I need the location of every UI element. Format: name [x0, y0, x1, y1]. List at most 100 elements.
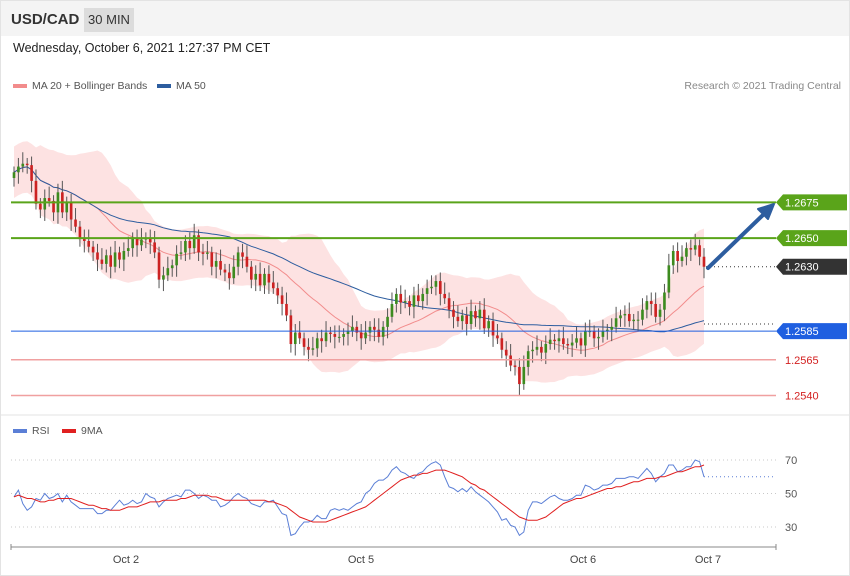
candle	[663, 292, 666, 310]
candle	[645, 301, 649, 310]
candle	[69, 202, 73, 220]
candle	[153, 242, 156, 253]
candle	[21, 163, 25, 167]
symbol-label: USD/CAD	[11, 11, 80, 28]
target-arrow-head	[757, 203, 775, 220]
candle	[676, 251, 679, 262]
candle	[496, 335, 499, 339]
candle	[263, 273, 266, 286]
candle	[131, 238, 134, 249]
candle	[412, 295, 416, 307]
last-price-tag	[776, 258, 847, 275]
candle	[443, 293, 447, 299]
candle	[74, 219, 77, 227]
rsi-level-label: 50	[785, 489, 797, 501]
candle	[280, 295, 284, 304]
candle	[236, 252, 240, 267]
candle	[162, 275, 165, 280]
candle	[113, 252, 117, 267]
ma50-label: MA 50	[176, 80, 206, 92]
candle	[500, 338, 504, 350]
candle	[359, 332, 363, 339]
candle	[627, 313, 631, 322]
candle	[522, 366, 526, 385]
last-price-label: 1.2630	[785, 262, 819, 274]
candle	[605, 329, 609, 332]
candle	[122, 251, 126, 260]
candle	[232, 266, 236, 279]
candle	[307, 346, 310, 350]
candle	[219, 261, 222, 270]
candle	[184, 240, 187, 253]
candle	[188, 240, 192, 249]
candle	[39, 203, 42, 210]
timestamp: Wednesday, October 6, 2021 1:27:37 PM CE…	[13, 41, 271, 55]
candle	[698, 245, 701, 257]
candle	[329, 332, 332, 335]
candle	[425, 288, 429, 294]
candle	[337, 336, 341, 338]
candle	[430, 286, 433, 289]
candle	[100, 259, 104, 264]
candle	[553, 339, 556, 342]
candle	[531, 349, 534, 352]
candle	[223, 269, 227, 273]
research-credit: Research © 2021 Trading Central	[684, 80, 841, 92]
candle	[623, 313, 627, 316]
resistance-tag	[776, 230, 847, 247]
candle	[478, 309, 482, 319]
candle	[302, 338, 306, 347]
candle	[636, 319, 640, 321]
x-tick-label: Oct 6	[570, 554, 596, 566]
resistance-tag	[776, 194, 847, 211]
candle	[601, 331, 605, 337]
candle	[702, 256, 706, 267]
rsi-level-label: 30	[785, 522, 797, 534]
candle	[540, 346, 543, 353]
candle	[693, 245, 697, 250]
candle	[241, 252, 244, 257]
candle	[91, 246, 95, 253]
candle	[614, 318, 618, 327]
candle	[333, 334, 337, 337]
candle	[535, 346, 539, 350]
candle	[456, 316, 460, 322]
candle	[315, 338, 319, 349]
timeframe-badge[interactable]: 30 MIN	[84, 8, 134, 32]
rsi-swatch	[13, 429, 27, 434]
candle	[649, 301, 653, 304]
candle	[342, 334, 345, 337]
candle	[658, 309, 662, 317]
ma20-line	[13, 166, 705, 351]
candle	[487, 321, 490, 329]
candle	[399, 293, 403, 303]
candle	[408, 301, 411, 307]
candle	[47, 198, 51, 201]
candle	[377, 329, 381, 337]
candle	[504, 349, 508, 356]
candle	[175, 253, 178, 266]
candle	[298, 332, 301, 339]
candle	[254, 273, 258, 280]
candle	[395, 293, 398, 304]
ma50-swatch	[157, 84, 171, 89]
candle	[469, 311, 473, 324]
candle	[548, 339, 552, 345]
candle	[482, 309, 486, 329]
candle	[276, 288, 280, 296]
candle	[157, 252, 161, 280]
bollinger-band	[14, 141, 704, 383]
candle	[17, 166, 20, 173]
candle	[96, 252, 99, 260]
support-label: 1.2565	[785, 355, 819, 367]
candle	[293, 332, 297, 345]
candle	[460, 315, 464, 322]
candle	[25, 163, 29, 166]
ma20-swatch	[13, 84, 27, 89]
candle	[285, 303, 288, 316]
candle	[438, 281, 442, 294]
candle	[104, 255, 108, 264]
candle	[52, 200, 55, 213]
candle	[452, 309, 455, 317]
